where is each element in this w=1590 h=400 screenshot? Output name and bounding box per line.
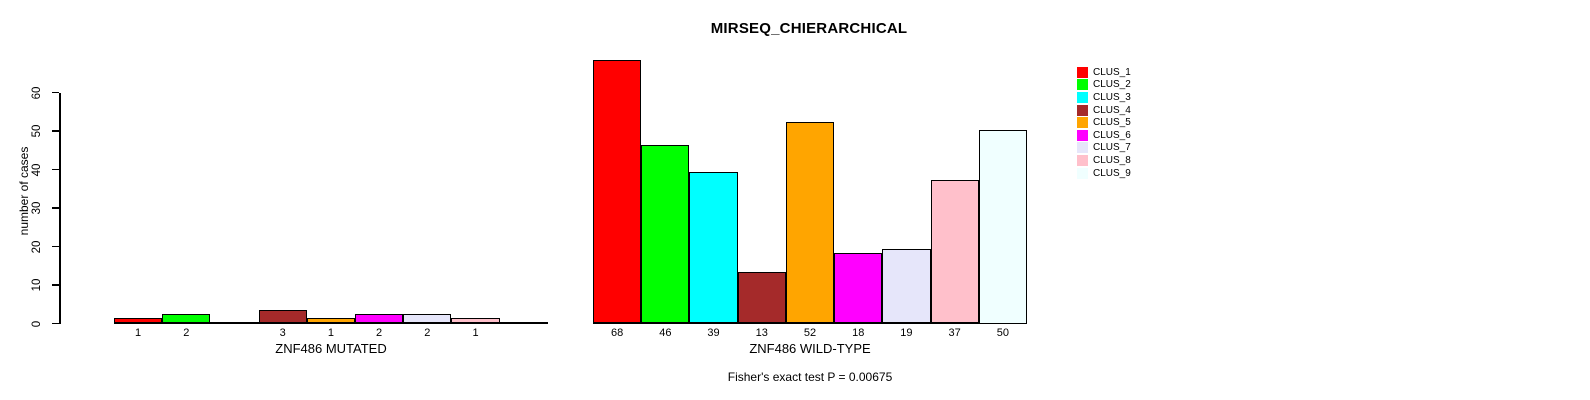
bar-count-label: 18 xyxy=(852,326,865,339)
bar-clus_8-wild-type xyxy=(930,179,979,324)
legend-label: CLUS_5 xyxy=(1093,117,1131,129)
bar-count-label: 19 xyxy=(900,326,913,339)
legend-label: CLUS_2 xyxy=(1093,79,1131,91)
legend-item-clus_2: CLUS_2 xyxy=(1077,79,1131,92)
bar-clus_6-mutated xyxy=(355,314,404,324)
legend-label: CLUS_3 xyxy=(1093,91,1131,103)
legend-swatch-clus_1 xyxy=(1077,66,1088,78)
legend-swatch-clus_6 xyxy=(1077,129,1088,141)
legend-label: CLUS_7 xyxy=(1093,142,1131,154)
chart-title: MIRSEQ_CHIERARCHICAL xyxy=(710,20,908,37)
bar-count-label: 1 xyxy=(472,326,479,339)
legend-label: CLUS_9 xyxy=(1093,167,1131,179)
y-tick xyxy=(52,245,59,248)
legend-swatch-clus_5 xyxy=(1077,117,1088,129)
bar-clus_7-mutated xyxy=(403,314,452,324)
bar-count-label: 37 xyxy=(948,326,961,339)
legend: CLUS_1 CLUS_2 CLUS_3 CLUS_4 CLUS_5 CLUS_6 CLUS… xyxy=(1077,66,1131,179)
legend-swatch-clus_7 xyxy=(1077,142,1088,154)
y-tick xyxy=(52,130,59,132)
legend-item-clus_1: CLUS_1 xyxy=(1077,66,1131,79)
bar-clus_9-wild-type xyxy=(978,129,1027,324)
y-tick-label: 60 xyxy=(31,86,43,99)
legend-item-clus_3: CLUS_3 xyxy=(1077,91,1131,104)
bar-count-label: 1 xyxy=(327,326,334,339)
bar-count-label: 2 xyxy=(424,326,431,339)
bar-clus_6-wild-type xyxy=(834,252,883,324)
y-tick-label: 20 xyxy=(31,240,43,253)
legend-swatch-clus_9 xyxy=(1077,167,1088,179)
bar-count-label: 2 xyxy=(376,326,383,339)
bar-count-label: 46 xyxy=(659,326,672,339)
legend-item-clus_9: CLUS_9 xyxy=(1077,167,1131,180)
y-tick xyxy=(52,322,59,325)
legend-item-clus_4: CLUS_4 xyxy=(1077,104,1131,117)
legend-item-clus_7: CLUS_7 xyxy=(1077,142,1131,155)
bar-count-label: 39 xyxy=(707,326,720,339)
bar-clus_5-wild-type xyxy=(785,121,835,324)
y-tick xyxy=(52,91,59,94)
y-tick xyxy=(52,284,59,286)
legend-swatch-clus_2 xyxy=(1077,79,1088,91)
legend-label: CLUS_4 xyxy=(1093,104,1131,116)
bar-clus_1-mutated xyxy=(114,318,163,324)
x-axis-label-mutated: ZNF486 MUTATED xyxy=(275,341,387,356)
y-axis-label: number of cases xyxy=(17,146,31,236)
bar-count-label: 68 xyxy=(610,326,624,339)
bar-count-label: 50 xyxy=(996,326,1009,339)
bar-clus_7-wild-type xyxy=(882,248,931,324)
fisher-test-annotation: Fisher's exact test P = 0.00675 xyxy=(727,370,893,384)
legend-item-clus_8: CLUS_8 xyxy=(1077,154,1131,167)
y-tick xyxy=(52,168,59,171)
bar-clus_5-mutated xyxy=(306,318,355,324)
bar-count-label: 2 xyxy=(183,326,190,339)
bar-clus_4-wild-type xyxy=(737,271,786,324)
legend-swatch-clus_4 xyxy=(1077,104,1088,116)
y-tick-label: 50 xyxy=(31,124,43,138)
bar-count-label: 1 xyxy=(135,326,142,339)
x-axis-label-wild-type: ZNF486 WILD-TYPE xyxy=(749,341,871,356)
y-tick xyxy=(52,207,59,209)
bar-clus_3-wild-type xyxy=(689,171,738,324)
legend-item-clus_6: CLUS_6 xyxy=(1077,129,1131,142)
bar-count-label: 13 xyxy=(755,326,768,339)
legend-item-clus_5: CLUS_5 xyxy=(1077,116,1131,129)
bar-clus_2-wild-type xyxy=(641,144,690,324)
y-tick-label: 10 xyxy=(31,278,43,292)
legend-label: CLUS_1 xyxy=(1093,66,1131,78)
bar-clus_4-mutated xyxy=(258,310,307,324)
bar-count-label: 3 xyxy=(279,326,286,339)
y-axis-line xyxy=(59,92,61,324)
legend-swatch-clus_8 xyxy=(1077,154,1088,166)
y-tick-label: 40 xyxy=(31,163,43,176)
bar-clus_8-mutated xyxy=(451,318,500,324)
bar-count-label: 52 xyxy=(803,326,817,339)
legend-label: CLUS_6 xyxy=(1093,129,1131,141)
y-tick-label: 0 xyxy=(31,320,43,327)
legend-label: CLUS_8 xyxy=(1093,154,1131,166)
y-tick-label: 30 xyxy=(31,201,43,215)
legend-swatch-clus_3 xyxy=(1077,91,1088,103)
bar-clus_2-mutated xyxy=(162,314,211,324)
bar-clus_1-wild-type xyxy=(593,60,642,324)
